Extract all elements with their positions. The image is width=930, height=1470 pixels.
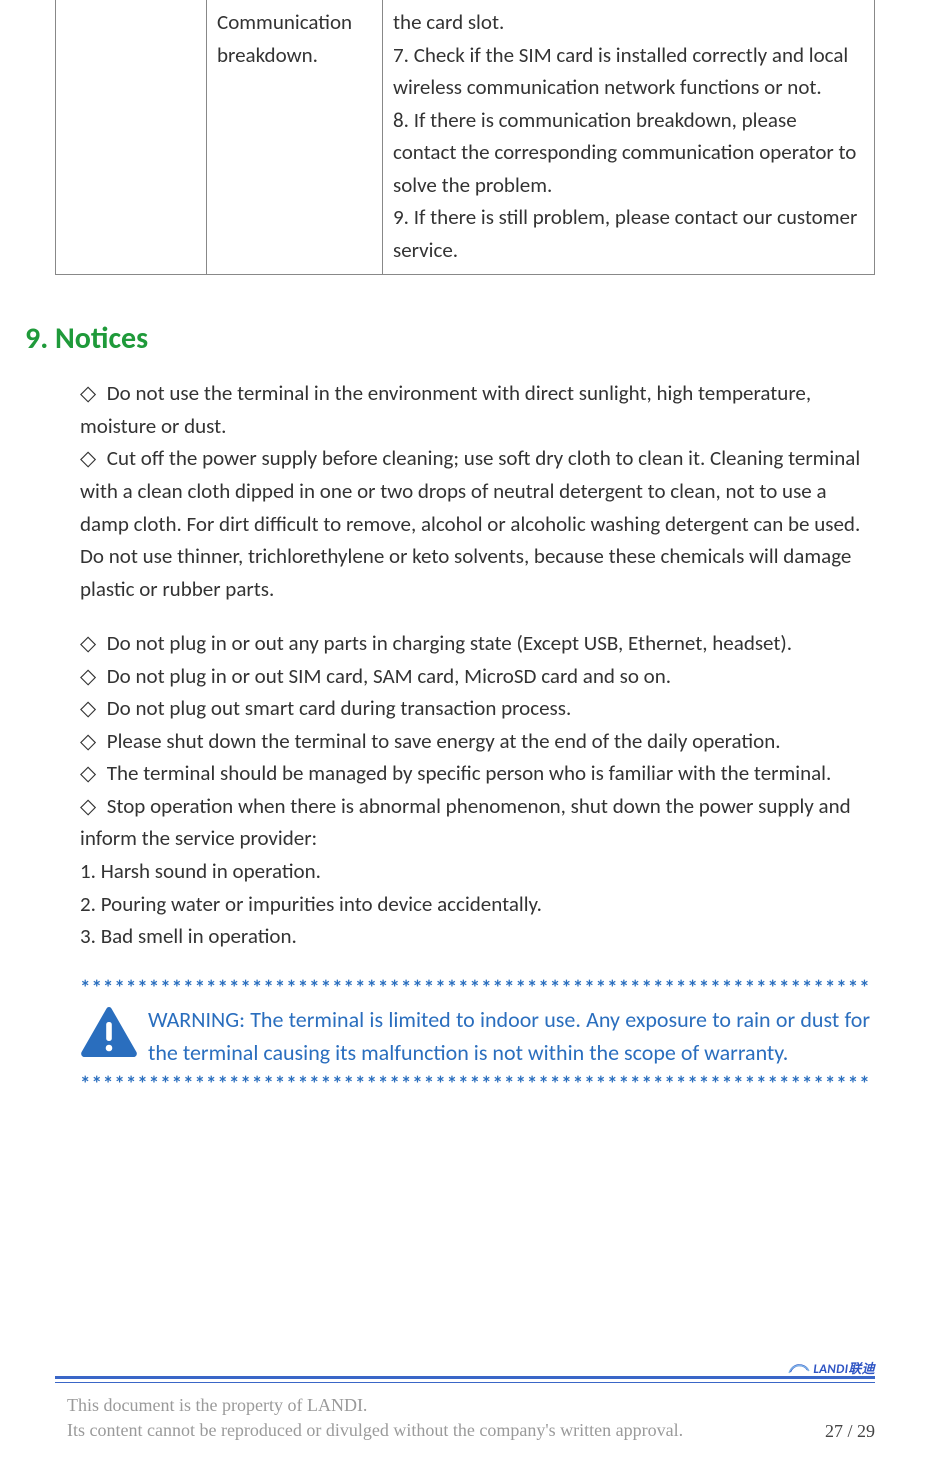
section-heading: 9. Notices [25,320,875,357]
table-cell-steps: the card slot. 7. Check if the SIM card … [383,0,875,275]
footer-confidentiality: This document is the property of LANDI. … [67,1393,875,1442]
bullet-icon: ◇ [80,757,102,790]
numbered-line: 2. Pouring water or impurities into devi… [80,888,870,921]
numbered-line: 1. Harsh sound in operation. [80,855,870,888]
issue-text: Communication breakdown. [217,9,352,68]
footer-note-line: This document is the property of LANDI. [67,1393,875,1417]
notices-body: ◇ Do not use the terminal in the environ… [80,377,870,952]
notice-item: Please shut down the terminal to save en… [107,728,781,754]
footer-rule [55,1376,875,1383]
bullet-icon: ◇ [80,377,102,410]
step-line: 7. Check if the SIM card is installed co… [393,39,864,104]
warning-text: WARNING: The terminal is limited to indo… [148,1003,870,1069]
table-row: Communication breakdown. the card slot. … [56,0,875,275]
bullet-icon: ◇ [80,442,102,475]
bullet-icon: ◇ [80,660,102,693]
warning-divider-top: ****************************************… [80,975,870,1001]
warning-block: WARNING: The terminal is limited to indo… [80,1003,870,1069]
alert-icon [80,1007,138,1059]
table-cell-empty [56,0,207,275]
notice-item: Stop operation when there is abnormal ph… [80,793,851,852]
bullet-icon: ◇ [80,627,102,660]
bullet-icon: ◇ [80,725,102,758]
footer-note-line: Its content cannot be reproduced or divu… [67,1418,875,1442]
notice-item: Cut off the power supply before cleaning… [80,445,860,601]
bullet-icon: ◇ [80,790,102,823]
troubleshooting-table-fragment: Communication breakdown. the card slot. … [55,0,875,275]
notice-item: Do not plug in or out any parts in charg… [107,630,792,656]
notice-item: Do not plug out smart card during transa… [107,695,572,721]
page-footer: LANDI联迪 This document is the property of… [55,1358,875,1442]
notice-item: Do not plug in or out SIM card, SAM card… [107,663,671,689]
page-number: 27 / 29 [825,1421,875,1442]
numbered-line: 3. Bad smell in operation. [80,920,870,953]
notice-item: Do not use the terminal in the environme… [80,380,811,439]
warning-divider-bottom: ****************************************… [80,1071,870,1097]
footer-logo-text: LANDI联迪 [813,1362,875,1377]
footer-logo: LANDI联迪 [55,1358,875,1379]
step-line: 8. If there is communication breakdown, … [393,104,864,202]
step-line: the card slot. [393,6,864,39]
table-cell-issue: Communication breakdown. [207,0,383,275]
step-line: 9. If there is still problem, please con… [393,201,864,266]
bullet-icon: ◇ [80,692,102,725]
notice-item: The terminal should be managed by specif… [107,760,832,786]
